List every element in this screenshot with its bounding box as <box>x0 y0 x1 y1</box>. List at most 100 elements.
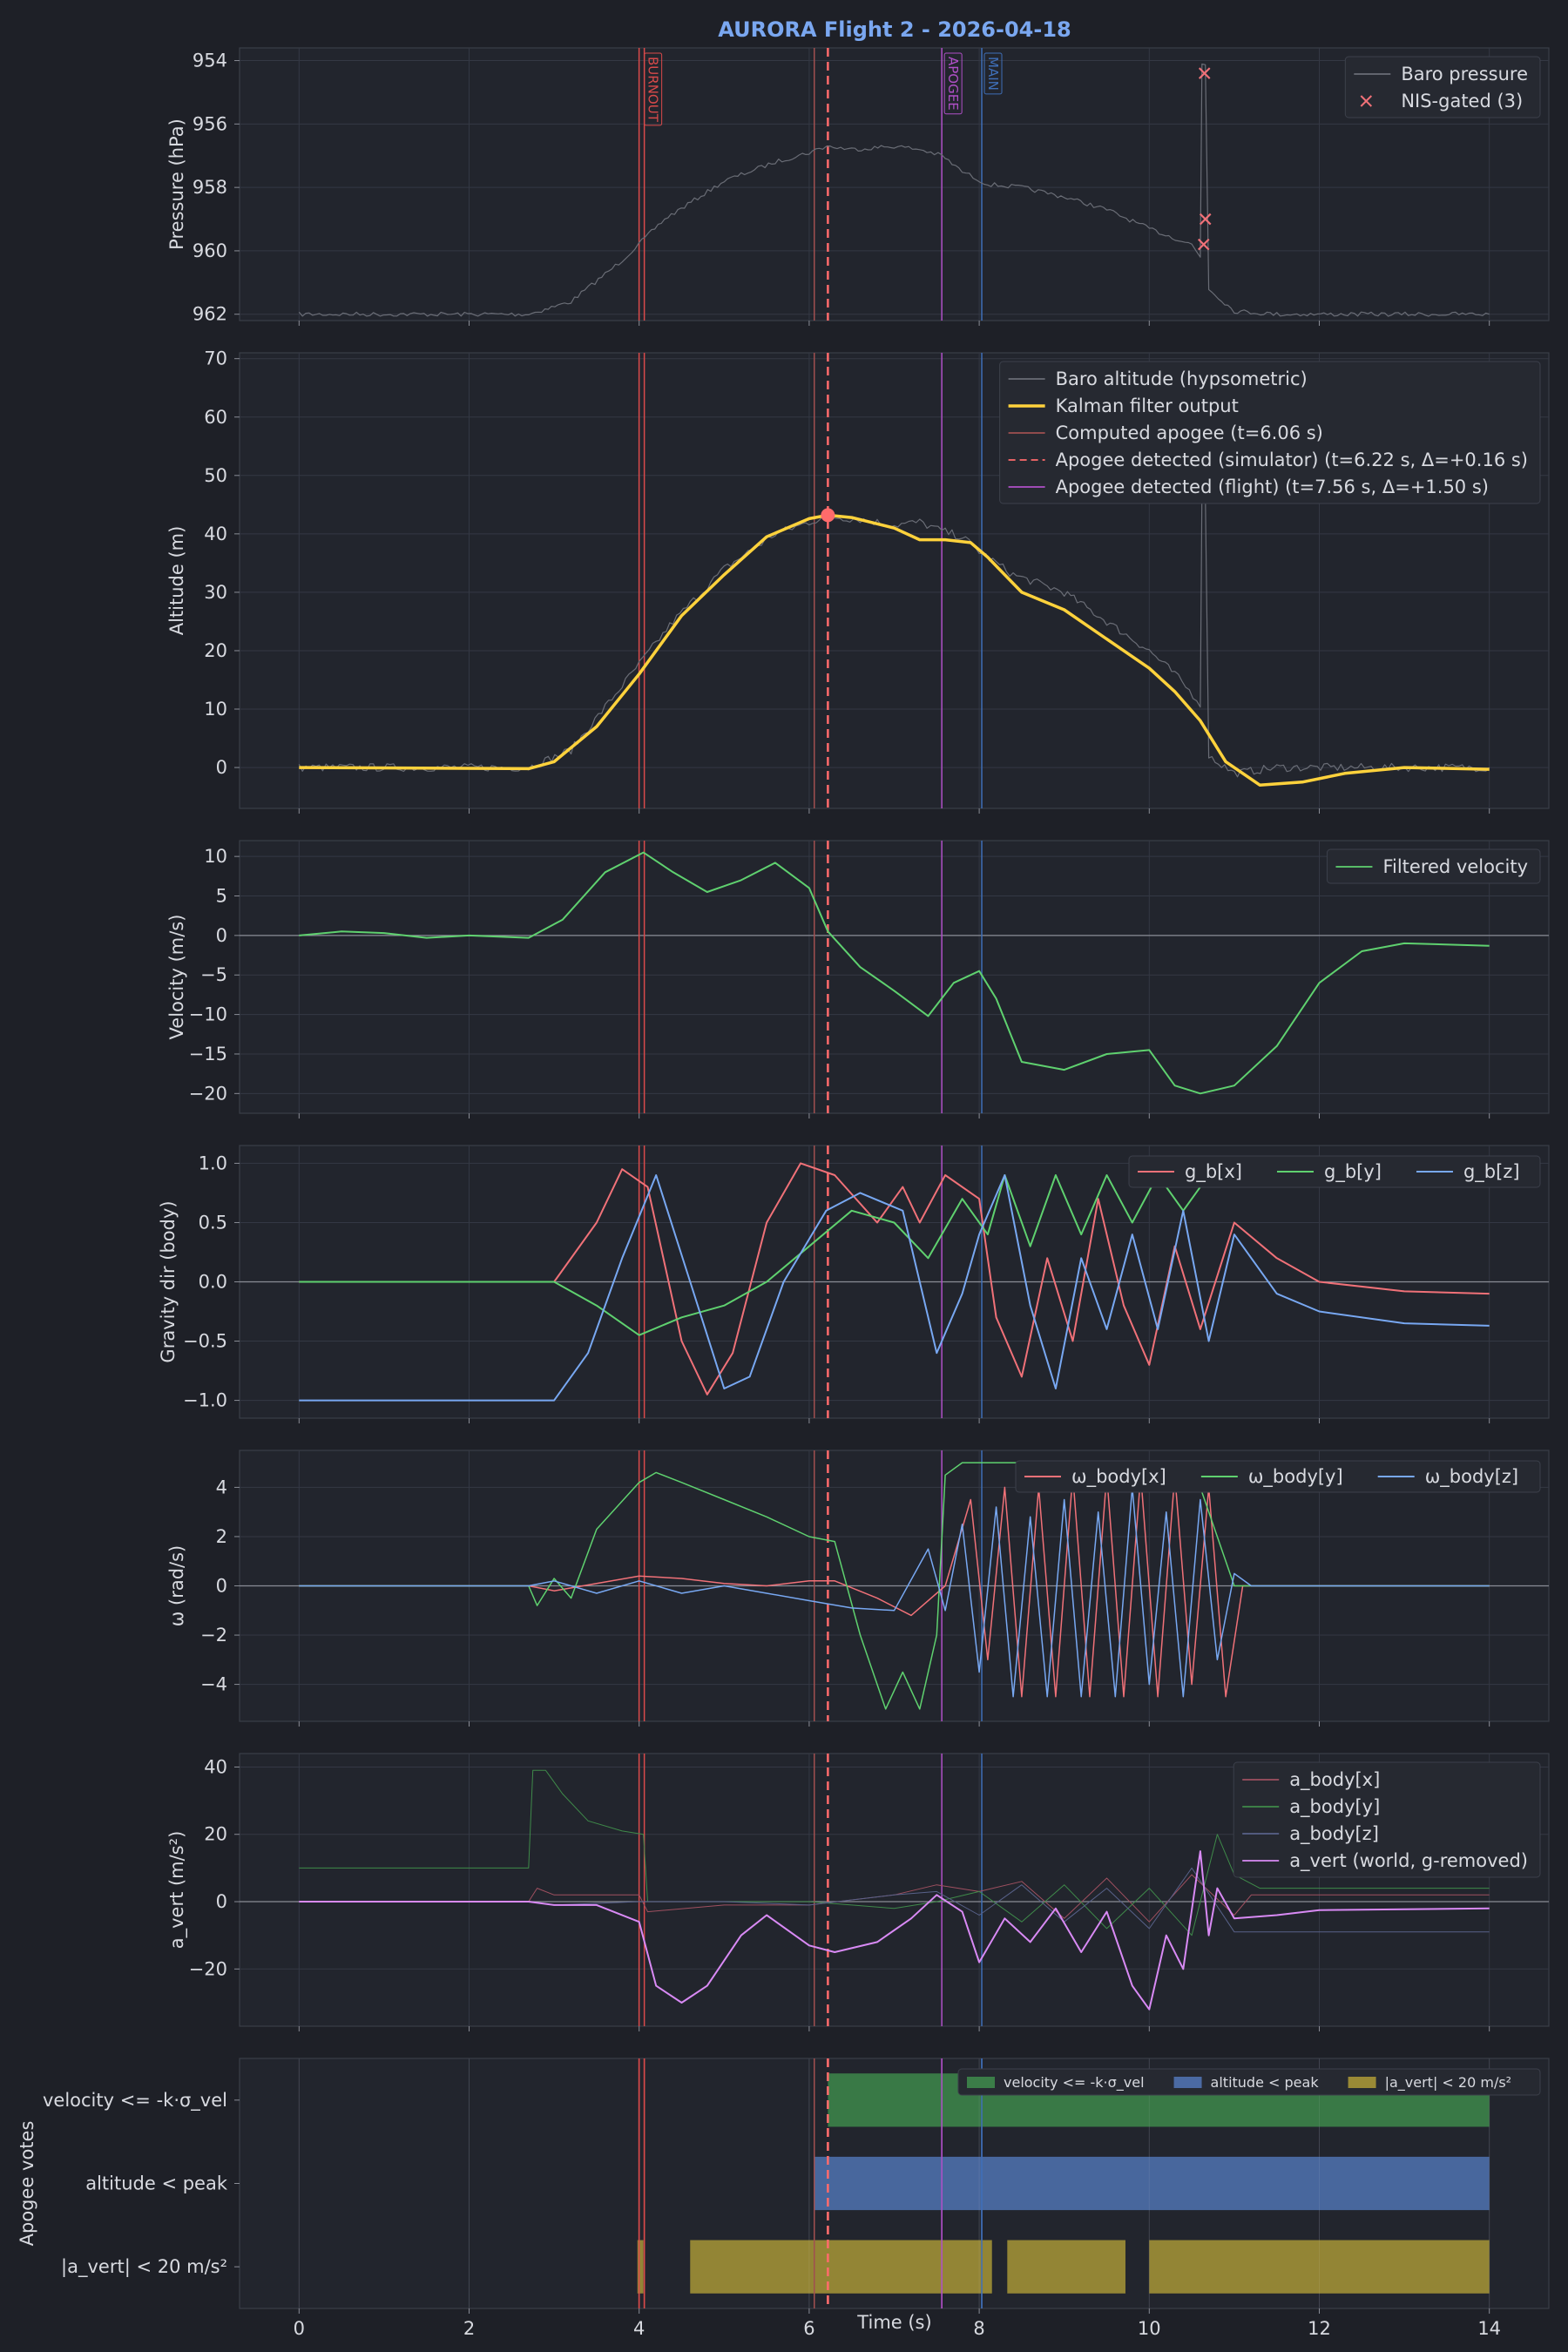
y-tick-label: −4 <box>200 1674 227 1695</box>
panel-frame <box>239 47 1550 321</box>
y-tick-label: 0.0 <box>199 1272 227 1293</box>
legend-entry: altitude < peak <box>1211 2074 1320 2091</box>
y-tick-label: 2 <box>216 1526 227 1547</box>
x-tick-label: 4 <box>633 2318 645 2339</box>
y-tick-label: −0.5 <box>183 1331 227 1352</box>
panel-accel: a_vert (m/s²)−20 0 20 40 a_body[x] a_body[y]a… <box>166 1753 1550 2031</box>
y-tick-label: 0.5 <box>199 1212 227 1233</box>
y-tick-label: 70 <box>204 348 227 369</box>
legend-entry: a_body[y] <box>1289 1796 1380 1818</box>
legend-entry: g_b[z] <box>1463 1161 1520 1183</box>
y-tick-label: −10 <box>189 1004 227 1025</box>
legend-box <box>1326 848 1541 884</box>
event-label-box <box>644 52 663 126</box>
series-line-a-body-x- <box>299 1874 1490 1923</box>
y-axis-label: Pressure (hPa) <box>166 118 187 250</box>
event-label-text: APOGEE <box>945 57 961 111</box>
x-tick-label: 14 <box>1477 2318 1501 2339</box>
vote-bar <box>1007 2240 1125 2294</box>
legend-box <box>957 2068 1541 2096</box>
vote-bar <box>1149 2240 1490 2294</box>
legend: Baro altitude (hypsometric) Kalman filter… <box>999 361 1541 504</box>
panel-pressure: Pressure (hPa) 954 956 958 960 962 BURNOUT APOG… <box>166 47 1550 326</box>
legend-entry: Computed apogee (t=6.06 s) <box>1056 422 1323 443</box>
series-line-a-body-z- <box>299 1867 1490 1933</box>
y-axis-label: Altitude (m) <box>166 526 187 636</box>
y-tick-label: 0 <box>216 1576 227 1597</box>
event-label-text: MAIN <box>985 57 1001 91</box>
panels: Pressure (hPa) 954 956 958 960 962 BURNOUT APOG… <box>17 47 1550 2339</box>
y-tick-label: 10 <box>204 846 227 867</box>
x-tick-label: 12 <box>1308 2318 1331 2339</box>
series-line--body-x- <box>299 1474 1490 1698</box>
series-line-g-b-z- <box>299 1174 1490 1402</box>
panel-velocity: Velocity (m/s) −20 −15 −10 −5 0 5 10 Filtered ve… <box>166 840 1550 1119</box>
event-label-main: MAIN <box>983 52 1003 95</box>
y-axis-label: Gravity dir (body) <box>158 1200 179 1362</box>
vote-bar <box>637 2240 644 2294</box>
y-tick-label: −5 <box>200 964 227 985</box>
legend-swatch <box>1173 2077 1202 2088</box>
legend-box <box>1128 1155 1541 1188</box>
legend-entry: ω_body[x] <box>1071 1466 1166 1488</box>
legend-swatch <box>967 2077 995 2088</box>
legend: Baro pressure NIS-gated (3) <box>1344 56 1541 118</box>
y-tick-label: 40 <box>204 1756 227 1777</box>
event-label-box <box>983 52 1003 95</box>
y-tick-label: 20 <box>204 1824 227 1845</box>
legend: ω_body[x] ω_body[y] ω_body[z] <box>1015 1460 1541 1493</box>
y-tick-label: 4 <box>216 1477 227 1497</box>
nis-gated-marker <box>1198 67 1211 79</box>
legend-entry: |a_vert| < 20 m/s² <box>1385 2074 1512 2092</box>
y-tick-label: 954 <box>193 51 227 71</box>
legend-entry: Baro pressure <box>1401 64 1528 84</box>
y-tick-label: −20 <box>189 1958 227 1979</box>
legend: velocity <= -k·σ_vel altitude < peak |a_ve… <box>957 2068 1541 2096</box>
chart-title: AURORA Flight 2 - 2026-04-18 <box>718 17 1071 42</box>
y-tick-label: 958 <box>193 177 227 198</box>
panel-votes: Apogee votes velocity <= -k·σ_vel altitude… <box>17 2058 1550 2339</box>
y-tick-label: 0 <box>216 1891 227 1912</box>
y-tick-label: −15 <box>189 1044 227 1064</box>
legend-box <box>1344 56 1541 118</box>
y-tick-label: 60 <box>204 407 227 428</box>
y-tick-label: 50 <box>204 465 227 486</box>
y-tick-label: 962 <box>193 304 227 325</box>
legend-entry: Kalman filter output <box>1056 395 1239 416</box>
panel-altitude: Altitude (m) 0 10 20 30 40 50 60 70 Baro altitude… <box>166 348 1550 814</box>
x-tick-label: 8 <box>973 2318 984 2339</box>
x-tick-label: 2 <box>463 2318 475 2339</box>
legend: Filtered velocity <box>1326 848 1541 884</box>
series-line-baro-pressure <box>298 63 1490 317</box>
series-line-filtered-velocity <box>299 851 1490 1095</box>
legend-entry: Filtered velocity <box>1382 856 1528 877</box>
legend-box <box>999 361 1541 504</box>
y-tick-label: 0 <box>216 757 227 778</box>
y-axis-label: a_vert (m/s²) <box>166 1831 188 1950</box>
series-line-g-b-x- <box>299 1162 1490 1396</box>
y-tick-label: 40 <box>204 524 227 544</box>
x-axis-label: Time (s) <box>856 2312 931 2333</box>
legend-entry: g_b[y] <box>1324 1161 1382 1183</box>
series-line--body-z- <box>299 1486 1490 1698</box>
x-tick-label: 10 <box>1138 2318 1161 2339</box>
y-tick-label: altitude < peak <box>85 2173 228 2194</box>
y-tick-label: −20 <box>189 1083 227 1104</box>
legend-entry: a_body[z] <box>1289 1823 1379 1845</box>
y-tick-label: 0 <box>216 925 227 946</box>
legend-swatch <box>1348 2077 1376 2088</box>
legend: g_b[x] g_b[y] g_b[z] <box>1128 1155 1541 1188</box>
nis-gated-marker <box>1199 213 1212 226</box>
panel-gravity: Gravity dir (body) −1.0 −0.5 0.0 0.5 1.0 g_b[x… <box>158 1145 1550 1423</box>
legend-entry: Baro altitude (hypsometric) <box>1056 368 1308 389</box>
legend-entry: velocity <= -k·σ_vel <box>1004 2074 1145 2092</box>
apogee-marker-dot <box>821 508 835 523</box>
event-label-box <box>943 52 963 115</box>
legend-box <box>1233 1761 1541 1878</box>
y-tick-label: |a_vert| < 20 m/s² <box>61 2256 227 2278</box>
panel-frame <box>239 840 1550 1114</box>
y-tick-label: 20 <box>204 640 227 661</box>
series-line-a-vert-world-g-removed- <box>299 1850 1490 2011</box>
